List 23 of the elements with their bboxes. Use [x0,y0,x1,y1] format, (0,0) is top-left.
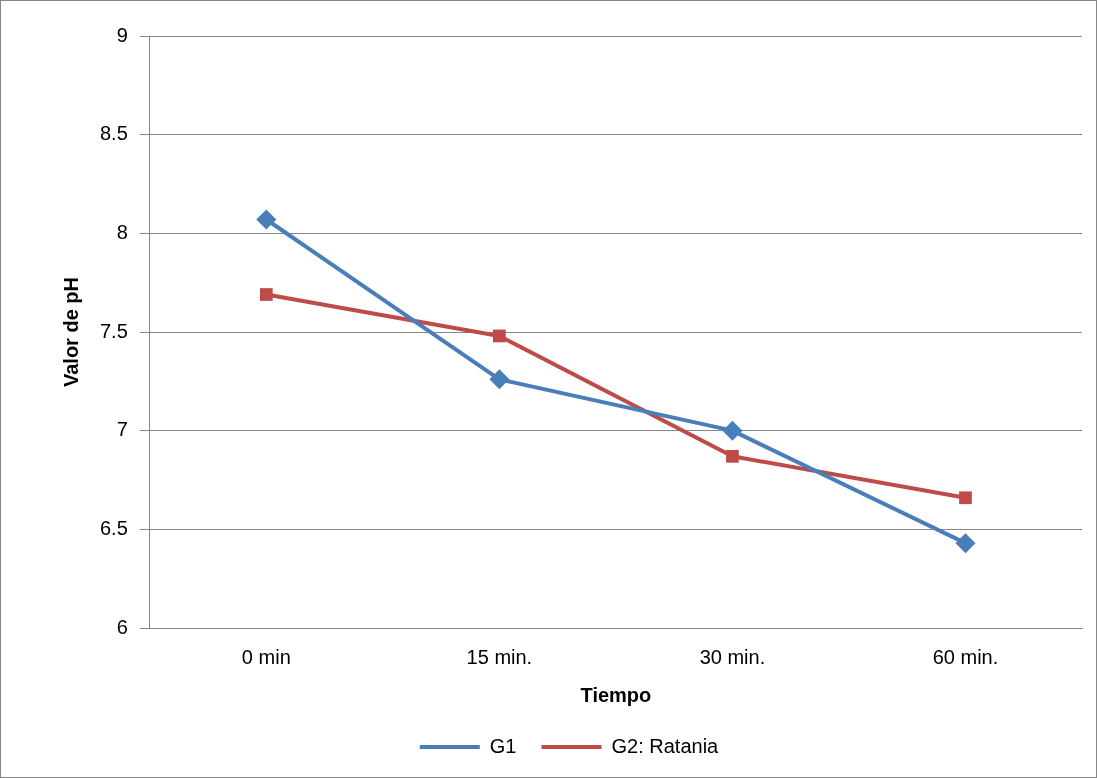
point [955,533,976,554]
y-tick-label: 6 [116,615,128,638]
point [726,449,739,463]
y-tick-label: 8 [116,220,128,243]
y-tick-label: 7.5 [99,319,128,342]
point [493,329,506,343]
point [489,369,510,390]
point [256,209,277,230]
point [259,288,273,301]
y-axis-title: Valor de pH [59,276,82,388]
point [722,420,743,441]
y-tick-label: 8.5 [99,122,128,145]
x-tick-label: 0 min [241,645,291,668]
x-tick-label: 60 min. [932,645,999,668]
y-tick-label: 7 [116,418,128,441]
point [959,491,972,505]
y-tick-label: 9 [116,23,128,46]
x-tick-label: 15 min. [466,645,533,668]
legend-label: G2: Ratania [611,734,720,757]
y-tick-label: 6.5 [99,516,128,539]
legend-label: G1 [489,734,517,757]
x-axis-title: Tiempo [580,683,652,706]
x-tick-label: 30 min. [699,645,766,668]
